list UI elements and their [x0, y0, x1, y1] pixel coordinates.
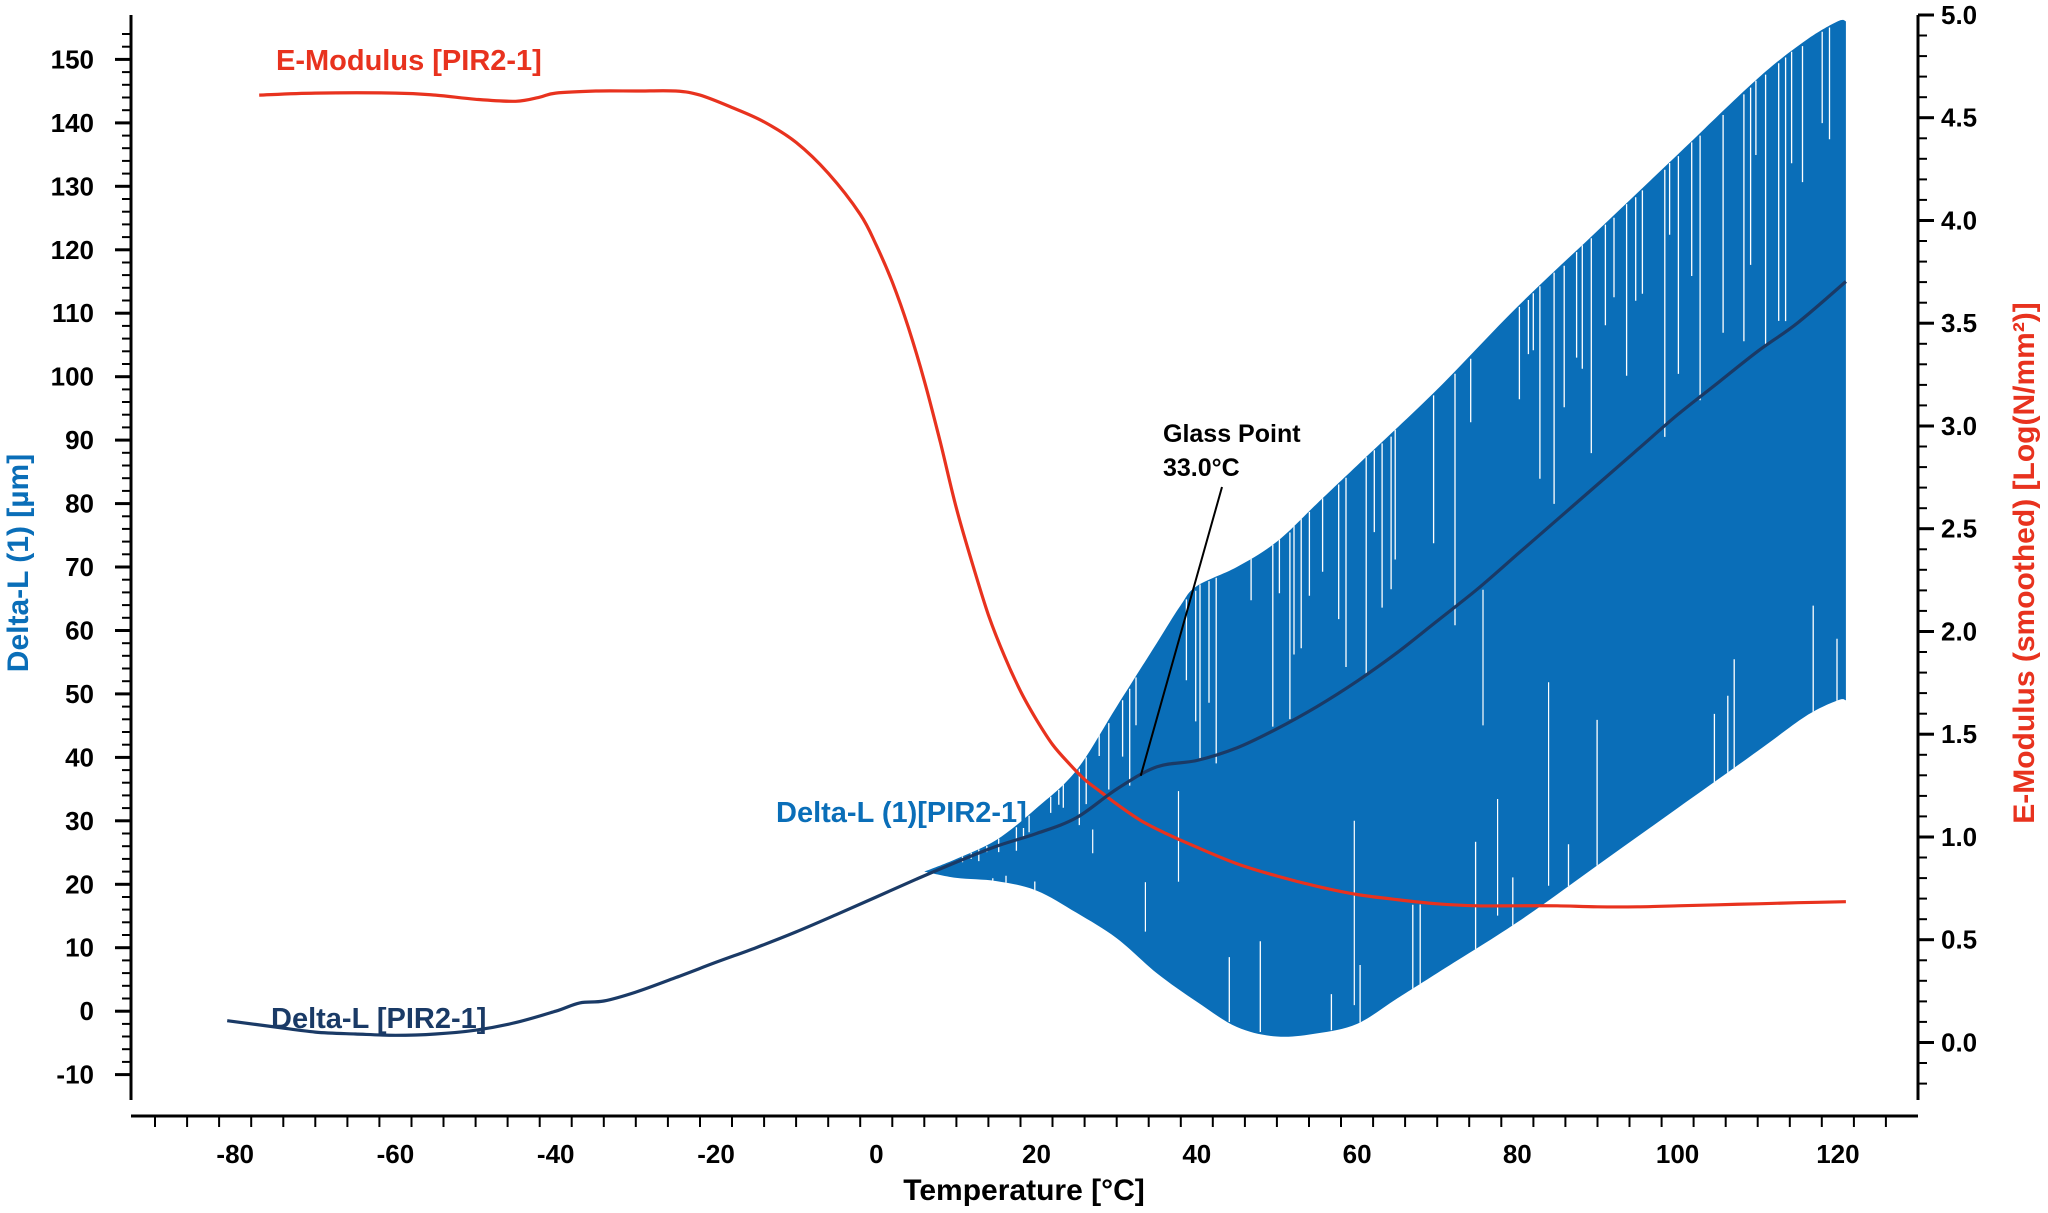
delta-l-oscillation-label: Delta-L (1)[PIR2-1]	[776, 797, 1027, 829]
y-left-tick-label: 100	[51, 362, 94, 392]
y-right-tick-label: 4.0	[1941, 206, 1977, 236]
y-right-axis-title: E-Modulus (smoothed) [Log(N/mm²)]	[2008, 302, 2041, 824]
glass-point-value: 33.0°C	[1163, 454, 1240, 482]
y-right-tick-label: 5.0	[1941, 0, 1977, 30]
y-right-tick-label: 0.0	[1941, 1028, 1977, 1058]
y-left-tick-label: 150	[51, 44, 94, 74]
y-left-axis-title: Delta-L (1) [µm]	[2, 454, 35, 672]
y-left-tick-label: 140	[51, 108, 94, 138]
y-left-tick-label: 10	[65, 933, 94, 963]
x-tick-label: 60	[1343, 1139, 1372, 1169]
band-streaks	[961, 27, 1838, 1032]
y-left-tick-label: 40	[65, 742, 94, 772]
oscillation-band	[924, 19, 1846, 1037]
oscillation-band-area	[924, 19, 1846, 1037]
x-tick-label: 100	[1656, 1139, 1699, 1169]
y-left-tick-label: 70	[65, 552, 94, 582]
e-modulus-label: E-Modulus [PIR2-1]	[276, 45, 542, 77]
x-axis-title: Temperature [°C]	[903, 1174, 1144, 1207]
e-modulus-line	[259, 89, 1846, 909]
x-tick-label: 40	[1182, 1139, 1211, 1169]
y-right-tick-label: 1.0	[1941, 822, 1977, 852]
y-left-tick-label: 20	[65, 869, 94, 899]
x-tick-label: -40	[537, 1139, 575, 1169]
y-left-tick-label: 30	[65, 806, 94, 836]
x-tick-label: 120	[1816, 1139, 1859, 1169]
y-right-tick-label: 2.0	[1941, 617, 1977, 647]
y-left-tick-label: 110	[52, 298, 94, 328]
y-left-tick-label: 50	[65, 679, 94, 709]
y-left-tick-label: -10	[56, 1060, 94, 1090]
x-tick-label: 80	[1503, 1139, 1532, 1169]
y-left-tick-label: 90	[65, 425, 94, 455]
y-left-tick-label: 80	[65, 489, 94, 519]
glass-point-title: Glass Point	[1163, 420, 1301, 448]
y-right-tick-label: 2.5	[1941, 514, 1977, 544]
x-tick-label: 0	[869, 1139, 883, 1169]
x-tick-label: 20	[1022, 1139, 1051, 1169]
y-right-tick-label: 1.5	[1941, 719, 1977, 749]
series-labels: E-Modulus [PIR2-1] Delta-L [PIR2-1] Delta-…	[271, 45, 1027, 1035]
series-lines	[227, 89, 1847, 1037]
x-tick-label: -80	[216, 1139, 254, 1169]
y-left-tick-label: 60	[65, 616, 94, 646]
x-tick-label: -20	[697, 1139, 735, 1169]
y-right-tick-label: 3.0	[1941, 411, 1977, 441]
glass-point-leader	[1139, 486, 1223, 777]
y-right-tick-label: 0.5	[1941, 925, 1977, 955]
y-right-tick-label: 3.5	[1941, 308, 1977, 338]
glass-point-annotation: Glass Point 33.0°C	[1139, 420, 1301, 777]
y-left-tick-label: 0	[80, 996, 94, 1026]
delta-l-label: Delta-L [PIR2-1]	[271, 1003, 486, 1035]
delta-l-line	[227, 280, 1847, 1037]
x-tick-label: -60	[377, 1139, 415, 1169]
y-left-tick-label: 120	[51, 235, 94, 265]
y-right-tick-label: 4.5	[1941, 103, 1977, 133]
y-left-tick-label: 130	[51, 171, 94, 201]
